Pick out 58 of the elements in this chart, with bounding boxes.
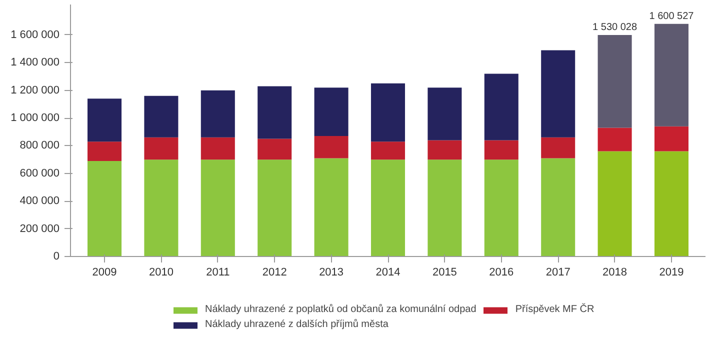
- bar: [88, 160, 122, 256]
- y-tick-label: 0: [53, 250, 60, 262]
- bar: [598, 34, 632, 128]
- y-tick-label: 1 600 000: [10, 28, 60, 41]
- y-tick-label: 800 000: [20, 140, 60, 152]
- bar: [654, 126, 688, 152]
- bar: [88, 98, 122, 142]
- bar: [200, 137, 235, 160]
- x-tick-label: 2018: [602, 266, 628, 278]
- bar: [144, 160, 178, 256]
- bar: [428, 88, 462, 140]
- bar: [654, 151, 688, 256]
- x-tick-label: 2013: [319, 266, 344, 278]
- bar: [541, 50, 576, 138]
- annotation: 1 600 527: [649, 10, 694, 22]
- x-tick-label: 2009: [92, 266, 117, 278]
- bar: [484, 140, 518, 160]
- legend-label: Příspěvek MF ČR: [515, 304, 594, 315]
- bar: [314, 88, 348, 136]
- bar: [88, 142, 122, 161]
- bar: [484, 74, 518, 140]
- bar: [370, 142, 406, 160]
- bar: [598, 128, 632, 152]
- bar: [258, 86, 292, 139]
- x-tick-label: 2010: [148, 266, 174, 278]
- y-tick-label: 1 000 000: [10, 112, 60, 124]
- y-tick-label: 400 000: [20, 195, 60, 208]
- x-tick-label: 2011: [206, 266, 230, 278]
- bar: [654, 24, 688, 126]
- y-tick-label: 1 200 000: [10, 84, 60, 96]
- x-tick-label: 2015: [432, 266, 457, 278]
- bar: [314, 136, 348, 158]
- x-tick-label: 2019: [659, 266, 684, 278]
- x-tick-label: 2016: [489, 266, 514, 278]
- legend-label: Náklady uhrazené z poplatků od občanů za komunální odpad: [205, 304, 476, 315]
- y-tick-label: 1 400 000: [10, 56, 60, 69]
- bar: [144, 96, 178, 138]
- bar: [598, 151, 632, 256]
- annotation: 1 530 028: [592, 22, 638, 33]
- bar: [258, 138, 292, 160]
- bar: [428, 140, 462, 160]
- bar: [144, 137, 178, 160]
- bar: [541, 137, 576, 158]
- x-tick-label: 2014: [376, 266, 400, 278]
- bar: [370, 83, 406, 142]
- x-tick-label: 2017: [546, 266, 570, 278]
- bar: [541, 158, 576, 256]
- legend-label: Náklady uhrazené z dalších příjmů města: [205, 319, 388, 330]
- bar: [370, 160, 406, 256]
- y-tick-label: 600 000: [20, 167, 60, 180]
- x-tick-label: 2012: [262, 266, 287, 278]
- bar: [258, 160, 292, 256]
- bar: [484, 160, 518, 256]
- bar: [314, 158, 348, 256]
- bar: [428, 160, 462, 256]
- bar: [200, 90, 235, 138]
- y-tick-label: 200 000: [20, 222, 60, 235]
- bar: [200, 160, 235, 256]
